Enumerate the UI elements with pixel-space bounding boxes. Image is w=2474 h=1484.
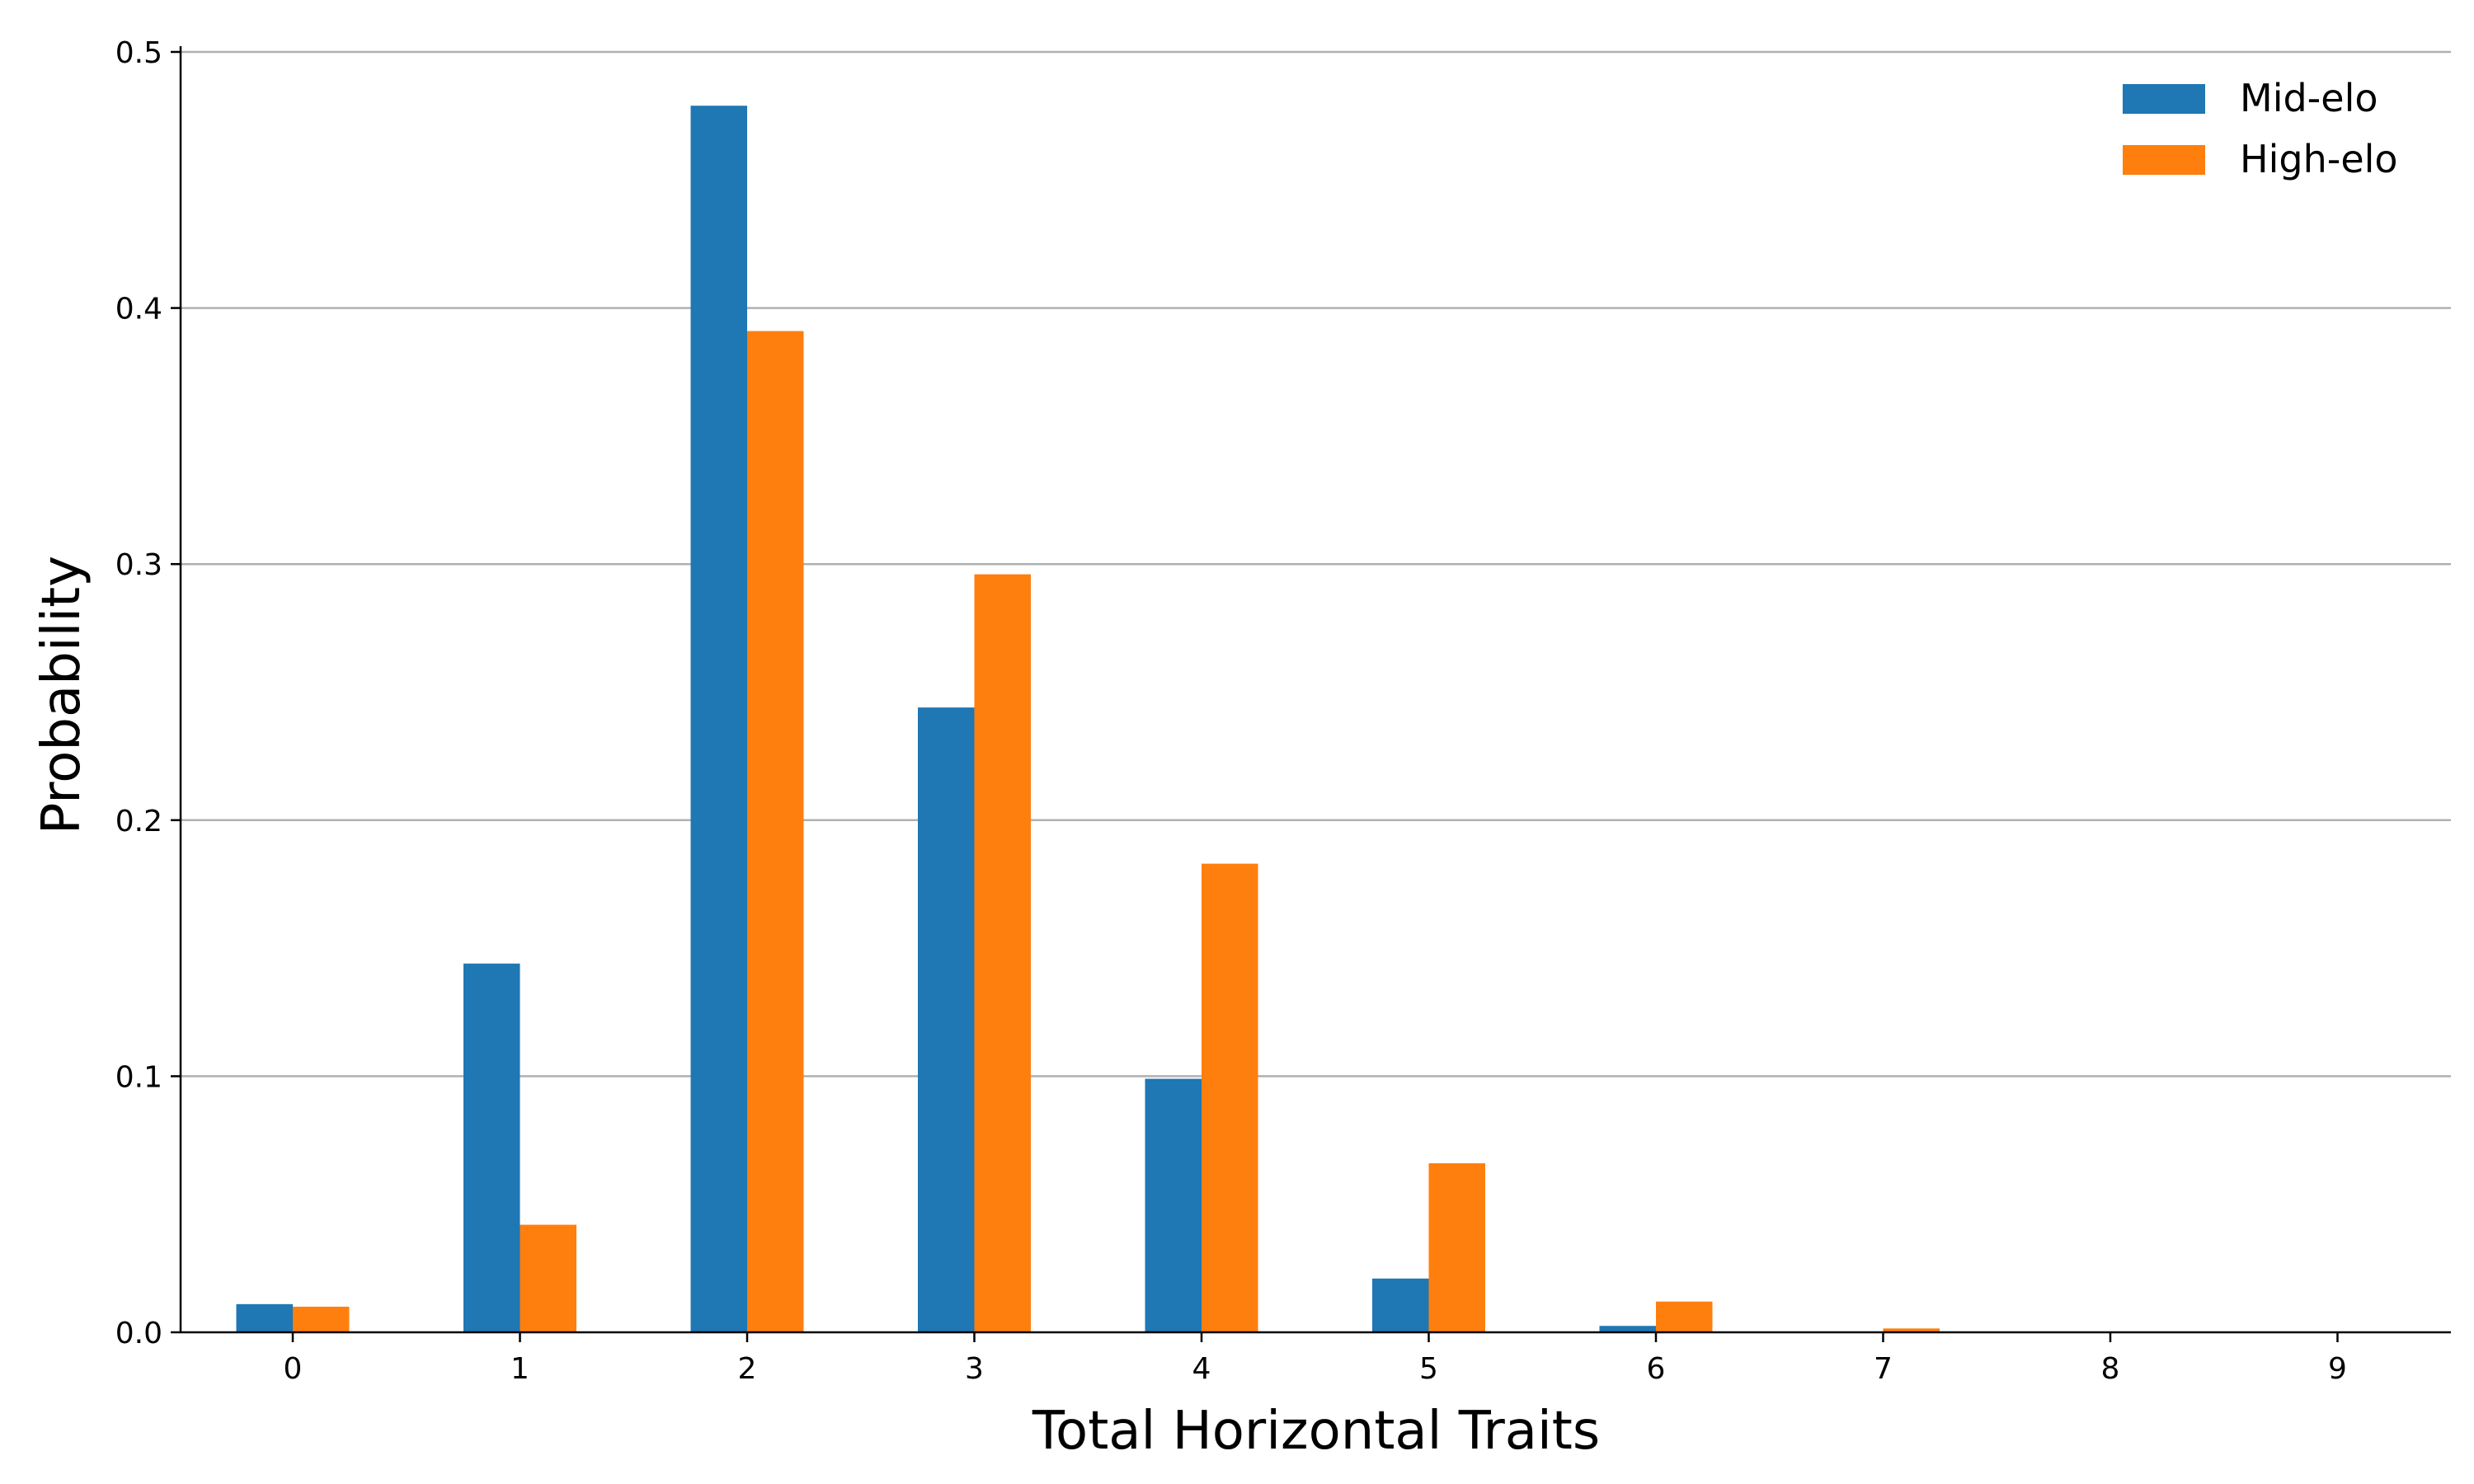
y-tick-label: 0.2	[115, 805, 162, 838]
legend-swatch	[2123, 84, 2205, 114]
bar-mid-elo-4	[1145, 1078, 1202, 1332]
x-tick-label: 5	[1419, 1352, 1438, 1386]
bar-mid-elo-6	[1599, 1326, 1656, 1332]
legend-swatch	[2123, 145, 2205, 175]
bar-high-elo-2	[747, 331, 804, 1333]
x-tick-label: 8	[2101, 1352, 2120, 1386]
x-ticks: 0 1 2 3 4 5 6 7 8 9	[284, 1332, 2347, 1386]
x-tick-label: 1	[510, 1352, 529, 1386]
y-tick-label: 0.1	[115, 1060, 162, 1094]
bar-high-elo-1	[520, 1224, 576, 1332]
x-tick-label: 2	[738, 1352, 757, 1386]
y-tick-label: 0.4	[115, 293, 162, 326]
legend: Mid-elo High-elo	[2123, 76, 2398, 181]
x-tick-label: 3	[965, 1352, 984, 1386]
y-tick-label: 0.0	[115, 1317, 162, 1350]
x-tick-label: 6	[1647, 1352, 1666, 1386]
bar-mid-elo-5	[1372, 1278, 1429, 1332]
bars	[236, 106, 2167, 1333]
y-ticks: 0.0 0.1 0.2 0.3 0.4 0.5	[115, 36, 181, 1350]
x-tick-label: 9	[2328, 1352, 2347, 1386]
y-tick-label: 0.3	[115, 548, 162, 582]
legend-label: Mid-elo	[2240, 76, 2378, 120]
bar-mid-elo-2	[690, 106, 747, 1333]
bar-high-elo-6	[1656, 1301, 1713, 1332]
y-tick-label: 0.5	[115, 36, 162, 70]
bar-high-elo-5	[1428, 1163, 1485, 1332]
x-tick-label: 4	[1192, 1352, 1211, 1386]
legend-label: High-elo	[2240, 137, 2398, 181]
bar-mid-elo-0	[236, 1303, 293, 1332]
bar-high-elo-7	[1883, 1328, 1940, 1332]
x-tick-label: 7	[1874, 1352, 1893, 1386]
bar-mid-elo-1	[463, 963, 520, 1332]
bar-high-elo-0	[293, 1306, 350, 1332]
y-axis-title: Probability	[31, 556, 92, 834]
bar-high-elo-3	[974, 574, 1031, 1332]
x-axis-title: Total Horizontal Traits	[1032, 1401, 1600, 1462]
x-tick-label: 0	[284, 1352, 303, 1386]
bar-mid-elo-3	[918, 707, 975, 1332]
gridlines	[181, 50, 2451, 1078]
axes	[179, 46, 2451, 1334]
bar-high-elo-4	[1202, 863, 1258, 1332]
